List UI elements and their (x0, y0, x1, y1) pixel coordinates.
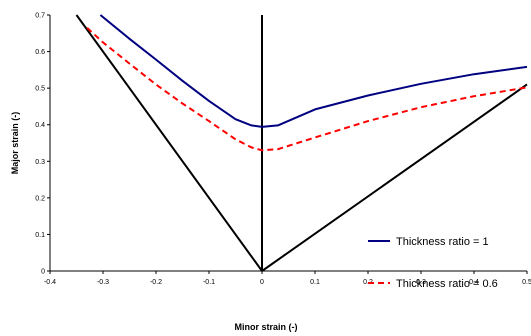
legend-label-1: Thickness ratio = 1 (396, 236, 489, 248)
y-tick-label: 0.2 (35, 195, 45, 202)
x-tick-label: -0.3 (97, 279, 109, 286)
legend-label-2: Thickness ratio = 0.6 (396, 278, 498, 290)
y-tick-label: 0.7 (35, 13, 45, 20)
x-tick-label: 0.4 (469, 279, 479, 286)
series-line-1 (99, 14, 528, 128)
y-tick-label: 0.1 (35, 232, 45, 239)
y-tick-label: 0 (41, 269, 45, 276)
y-tick-label: 0.3 (35, 159, 45, 166)
x-tick-label: -0.1 (203, 279, 215, 286)
x-tick-label: 0.1 (310, 279, 320, 286)
y-ticks: 0 0.1 0.2 0.3 0.4 0.5 0.6 0.7 (35, 13, 50, 276)
reference-lines (75, 14, 528, 272)
reference-line-2 (261, 83, 528, 272)
x-tick-label: 0 (260, 279, 264, 286)
y-tick-label: 0.4 (35, 122, 45, 129)
y-tick-label: 0.6 (35, 49, 45, 56)
reference-line-1 (75, 14, 263, 272)
legend: Thickness ratio = 1 Thickness ratio = 0.6 (368, 236, 498, 290)
series-line-2 (86, 27, 528, 152)
series-lines (86, 14, 528, 152)
x-tick-label: 0.5 (522, 279, 531, 286)
x-tick-label: -0.4 (44, 279, 56, 286)
x-tick-label: -0.2 (150, 279, 162, 286)
y-tick-label: 0.5 (35, 86, 45, 93)
plot-area: -0.4 -0.3 -0.2 -0.1 0 0.1 0.2 0.3 0.4 0.5 0 0.1 0.2… (35, 13, 531, 287)
x-axis-title: Minor strain (-) (235, 322, 298, 332)
x-tick-label: 0.3 (416, 279, 426, 286)
y-axis-title: Major strain (-) (10, 112, 20, 175)
